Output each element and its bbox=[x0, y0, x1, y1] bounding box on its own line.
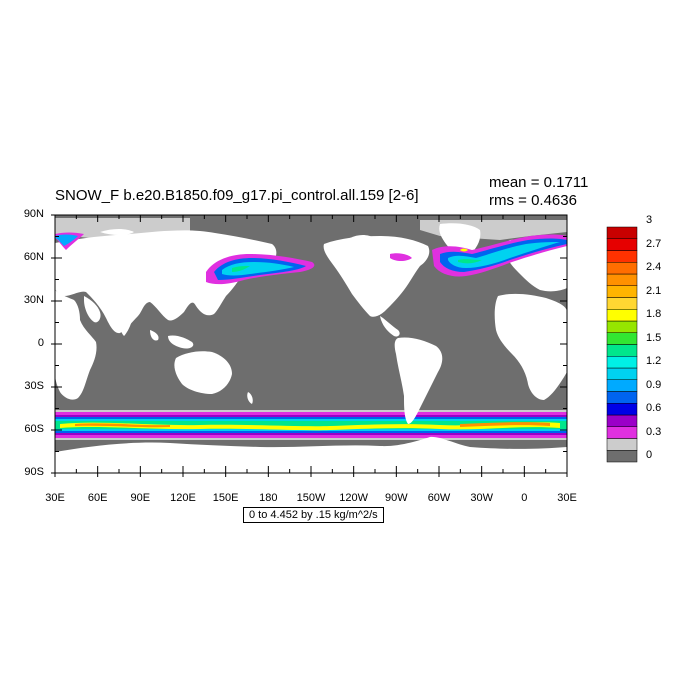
colorbar-label: 2.1 bbox=[646, 284, 662, 297]
lat-tick-label: 60S bbox=[24, 423, 44, 435]
colorbar-label: 1.2 bbox=[646, 355, 662, 368]
mean-stat: mean = 0.1711 bbox=[489, 174, 589, 191]
rms-stat: rms = 0.4636 bbox=[489, 192, 577, 209]
colorbar-label: 2.4 bbox=[646, 261, 662, 274]
lat-tick-label: 60N bbox=[23, 251, 44, 263]
colorbar-label: 0 bbox=[646, 449, 653, 462]
lat-tick-label: 30N bbox=[23, 294, 44, 306]
colorbar-swatch bbox=[606, 309, 638, 322]
colorbar-label: 2.7 bbox=[646, 237, 662, 250]
colorbar-label: 1.8 bbox=[646, 308, 662, 321]
colorbar-swatch bbox=[606, 273, 638, 286]
lat-tick-label: 90S bbox=[24, 466, 44, 478]
colorbar-swatch bbox=[606, 332, 638, 345]
north-atlantic-snow bbox=[432, 234, 567, 277]
colorbar-label: 0.9 bbox=[646, 378, 662, 391]
north-pacific-snow bbox=[206, 254, 315, 285]
colorbar-swatch bbox=[606, 250, 638, 263]
colorbar-swatch bbox=[606, 297, 638, 310]
southern-band bbox=[55, 410, 567, 440]
colorbar-swatch bbox=[606, 403, 638, 416]
colorbar-swatch bbox=[606, 285, 638, 298]
lon-tick-label: 60E bbox=[87, 492, 108, 504]
colorbar-swatch bbox=[606, 414, 638, 427]
colorbar-swatch bbox=[606, 438, 638, 451]
colorbar-swatch bbox=[606, 238, 638, 251]
arctic-snow-patch bbox=[55, 232, 84, 250]
lon-tick-label: 150W bbox=[296, 492, 326, 504]
lon-tick-label: 120E bbox=[170, 492, 196, 504]
lon-tick-label: 150E bbox=[212, 492, 239, 504]
lon-tick-label: 30W bbox=[470, 492, 493, 504]
lon-tick-label: 60W bbox=[427, 492, 451, 504]
lon-tick-label: 90E bbox=[130, 492, 151, 504]
colorbar-label: 0.3 bbox=[646, 425, 662, 438]
colorbar-label: 1.5 bbox=[646, 331, 662, 344]
colorbar-swatch bbox=[606, 226, 638, 239]
colorbar-swatch bbox=[606, 426, 638, 439]
antarctica-land bbox=[55, 436, 567, 473]
colorbar-label: 3 bbox=[646, 214, 653, 227]
lon-tick-label: 30E bbox=[557, 492, 577, 504]
colorbar-swatch bbox=[606, 367, 638, 380]
lon-tick-label: 180 bbox=[259, 492, 278, 504]
colorbar-swatch bbox=[606, 344, 638, 357]
colorbar-swatch bbox=[606, 262, 638, 275]
lon-tick-label: 120W bbox=[339, 492, 369, 504]
lat-tick-label: 30S bbox=[24, 380, 44, 392]
lon-tick-label: 90W bbox=[385, 492, 408, 504]
axis-ticks bbox=[51, 214, 568, 477]
colorbar-swatch bbox=[606, 379, 638, 392]
contour-range-label: 0 to 4.452 by .15 kg/m^2/s bbox=[243, 507, 384, 523]
colorbar-swatch bbox=[606, 356, 638, 369]
lat-tick-label: 0 bbox=[37, 337, 44, 349]
lat-tick-label: 90N bbox=[23, 208, 44, 220]
lon-tick-label: 30E bbox=[45, 492, 65, 504]
colorbar-swatch bbox=[606, 391, 638, 404]
colorbar bbox=[606, 226, 638, 463]
colorbar-swatch bbox=[606, 320, 638, 333]
colorbar-swatch bbox=[606, 450, 638, 463]
lon-tick-label: 0 bbox=[521, 492, 528, 504]
colorbar-label: 0.6 bbox=[646, 402, 662, 415]
plot-title: SNOW_F b.e20.B1850.f09_g17.pi_control.al… bbox=[55, 187, 419, 204]
